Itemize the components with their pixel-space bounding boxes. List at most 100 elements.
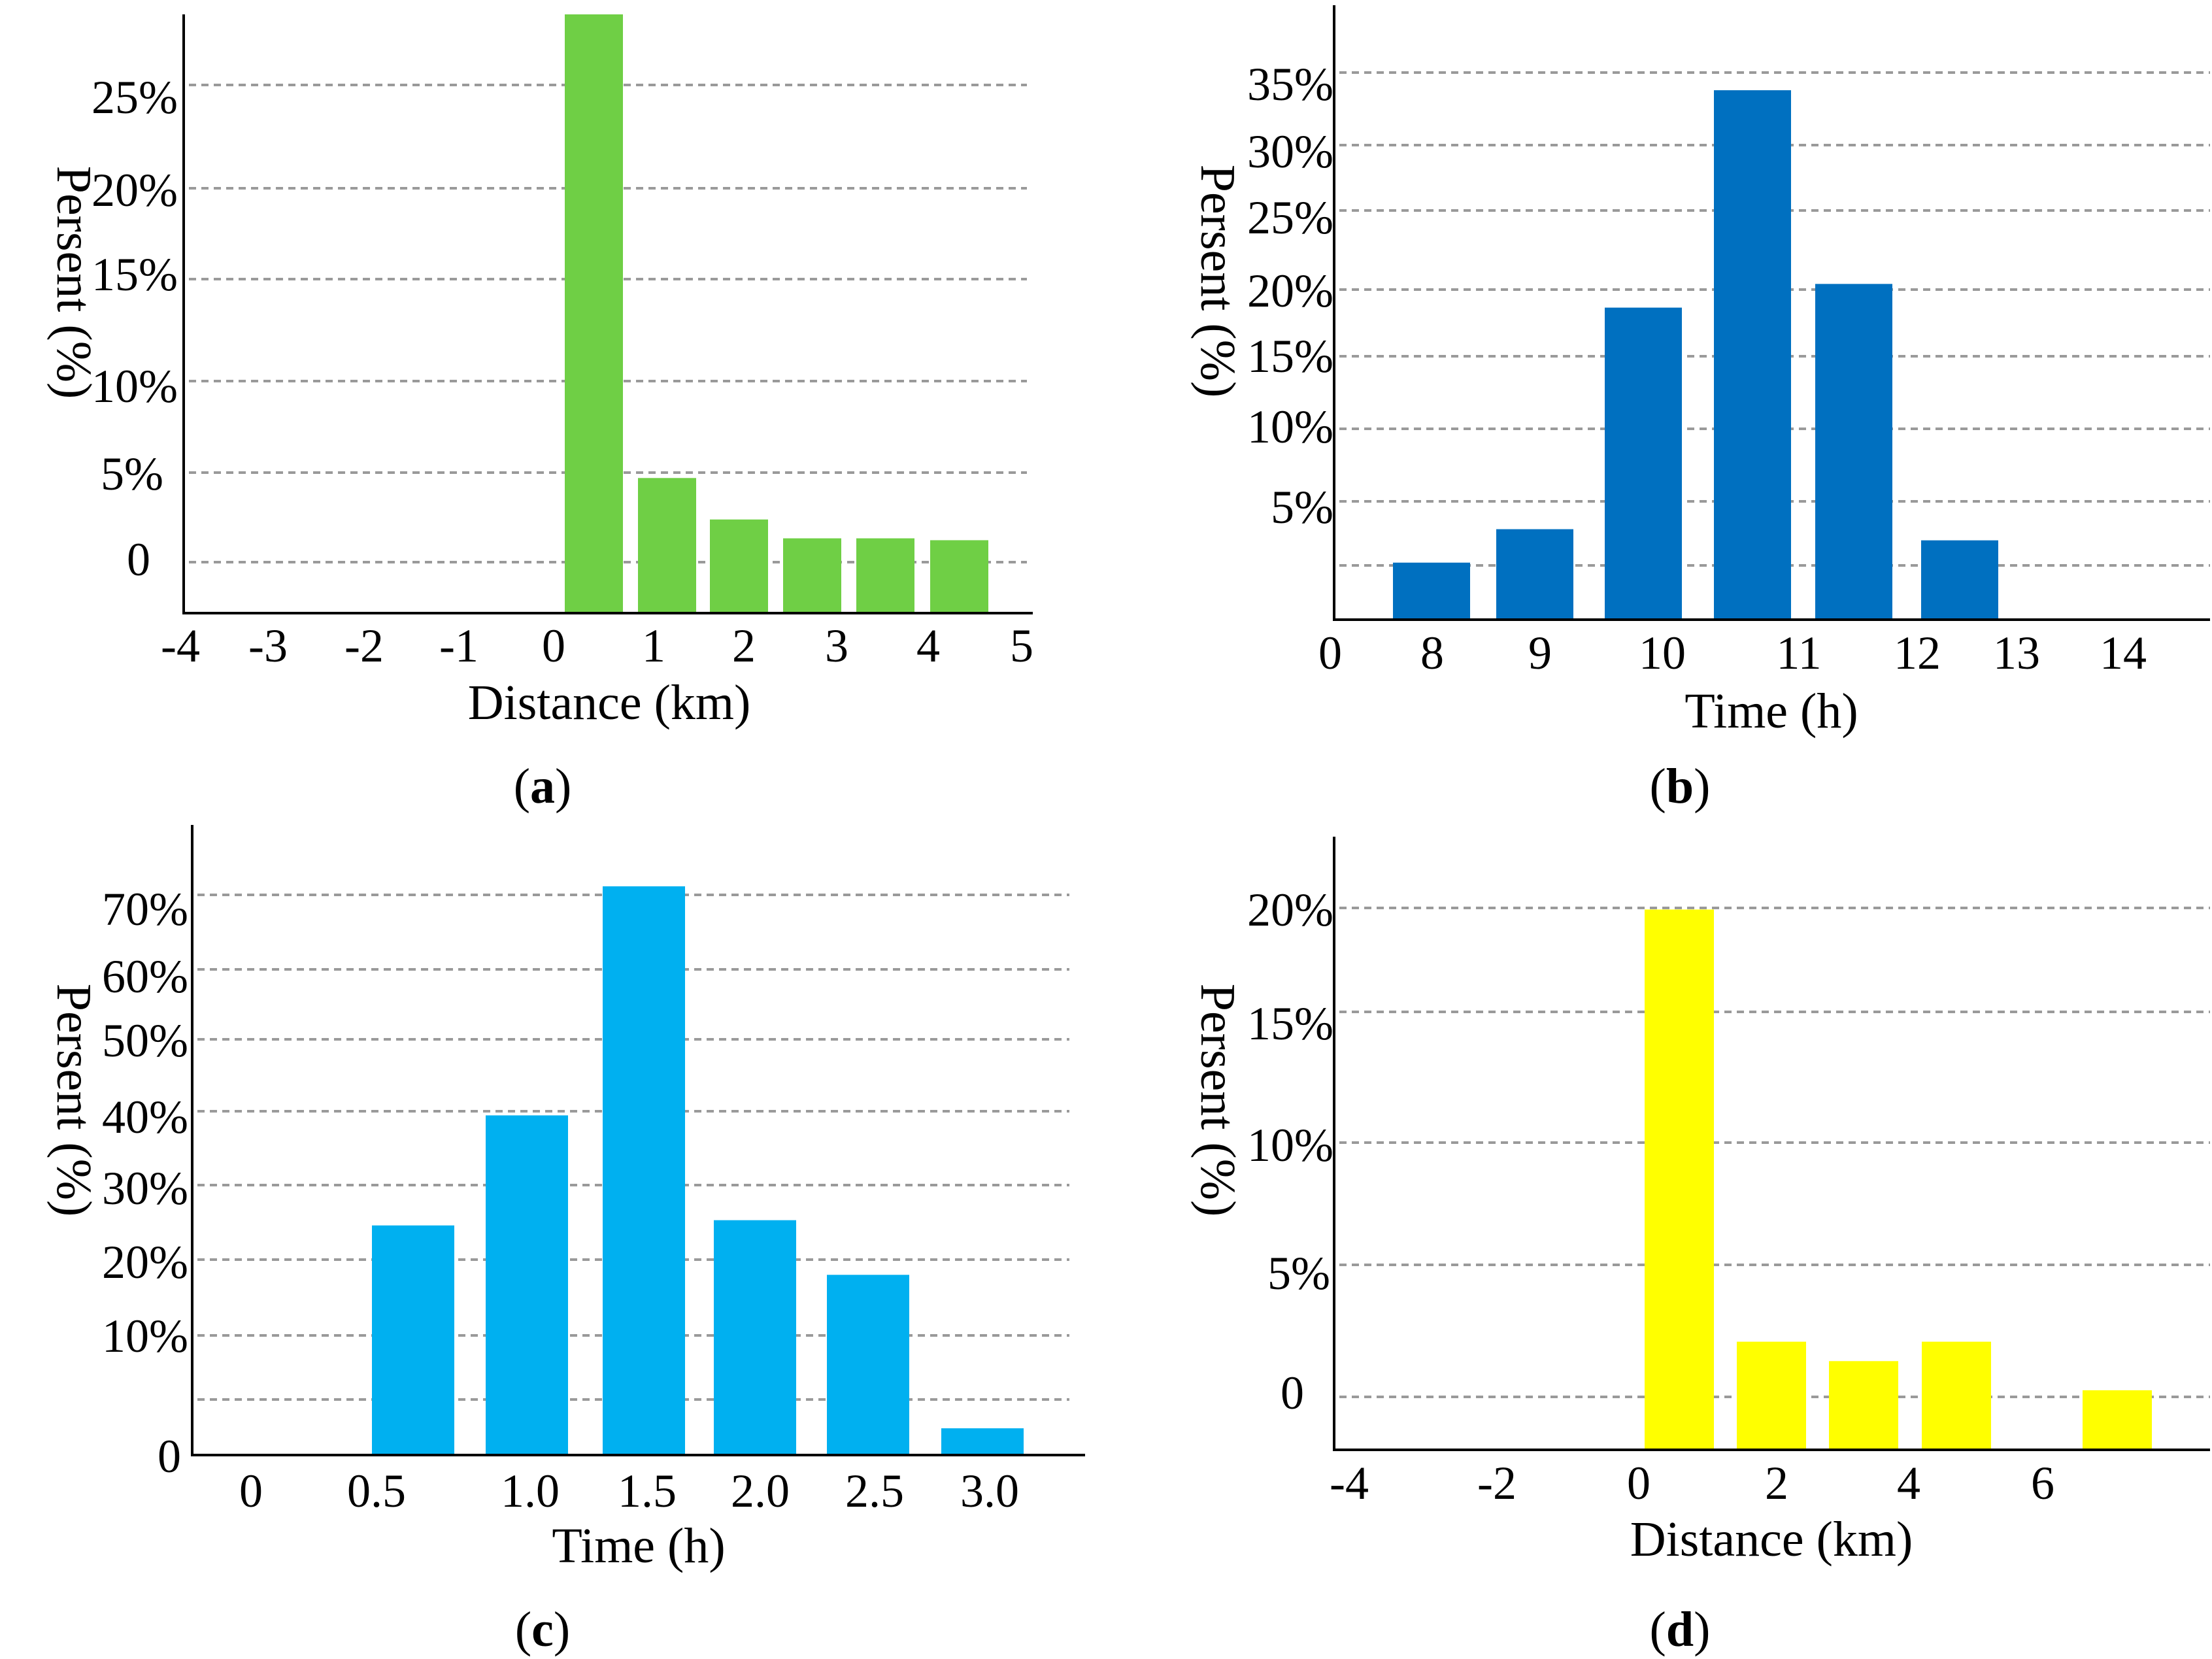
bar [941, 1428, 1024, 1454]
y-tick-label: 10% [1247, 401, 1333, 453]
x-tick-label: 3.0 [960, 1465, 1019, 1517]
panel-c: 70% 60% 50% 40% 30% 20% 10% 0 0 0.5 1.0 … [46, 825, 1085, 1657]
bar-series [1645, 909, 2152, 1449]
y-tick-label: 15% [92, 248, 178, 301]
bar [1737, 1341, 1806, 1449]
y-tick-label: 25% [1247, 192, 1333, 244]
y-axis-title: Persent (%) [46, 984, 101, 1217]
x-tick-label: 0 [239, 1465, 263, 1517]
x-tick-label: 4 [916, 620, 940, 672]
bar [372, 1225, 454, 1454]
y-axis-title: Persent (%) [46, 166, 101, 399]
x-tick-label: 2.5 [845, 1465, 904, 1517]
bar [1605, 307, 1682, 618]
panel-caption: (a) [514, 759, 572, 814]
bar [714, 1220, 796, 1454]
y-tick-label: 5% [1267, 1247, 1330, 1299]
bar [1714, 90, 1791, 619]
gridlines [1339, 907, 2210, 1398]
bar-series [372, 886, 1024, 1454]
bar [783, 538, 841, 612]
bar [930, 540, 988, 612]
y-tick-label: 20% [1247, 884, 1333, 936]
bar [710, 519, 768, 612]
y-tick-label: 20% [102, 1236, 188, 1288]
bar [827, 1275, 909, 1454]
x-tick-label: -4 [1330, 1457, 1369, 1509]
panel-b: 35% 30% 25% 20% 15% 10% 5% 0 8 9 10 11 1… [1190, 5, 2210, 814]
y-tick-label: 30% [102, 1162, 188, 1215]
bar-series [1393, 90, 1998, 619]
panel-caption: (c) [515, 1602, 570, 1657]
x-tick-label: 1.0 [501, 1465, 560, 1517]
bar [1496, 529, 1573, 618]
bar [1829, 1361, 1898, 1449]
bar [1921, 540, 1998, 618]
y-tick-label: 20% [92, 164, 178, 216]
x-tick-label: 0 [1627, 1457, 1651, 1509]
panel-caption: (d) [1650, 1602, 1711, 1657]
bar [856, 538, 914, 612]
y-tick-label: 60% [102, 950, 188, 1003]
x-tick-label: 13 [1993, 627, 2040, 679]
x-tick-label: 12 [1894, 627, 1941, 679]
y-tick-label: 15% [1247, 997, 1333, 1050]
x-axis-title: Time (h) [1684, 684, 1858, 739]
bar [486, 1115, 568, 1454]
bar [1393, 562, 1470, 618]
y-tick-label: 10% [102, 1310, 188, 1362]
x-axis-title: Time (h) [552, 1518, 725, 1573]
y-tick-label: 70% [102, 883, 188, 935]
x-tick-label: -1 [439, 620, 478, 672]
bar [603, 886, 685, 1454]
x-tick-label: -2 [344, 620, 384, 672]
x-axis-title: Distance (km) [468, 675, 751, 730]
bar [638, 478, 696, 612]
bar [1815, 284, 1892, 618]
y-tick-label: 0 [127, 533, 150, 586]
y-tick-label: 10% [92, 360, 178, 412]
x-tick-label: 8 [1420, 627, 1444, 679]
bar [1645, 909, 1714, 1449]
x-tick-label: 1.5 [618, 1465, 677, 1517]
y-tick-label: 5% [101, 448, 163, 500]
y-axis-title: Persent (%) [1190, 984, 1245, 1217]
x-tick-label: -4 [161, 620, 200, 672]
x-tick-label: 2 [1765, 1457, 1788, 1509]
y-tick-label: 5% [1271, 481, 1333, 533]
x-tick-label: 1 [642, 620, 665, 672]
x-tick-label: 6 [2031, 1457, 2054, 1509]
x-tick-label: 2 [732, 620, 756, 672]
x-tick-label: 11 [1776, 627, 1821, 679]
y-tick-label: 35% [1247, 58, 1333, 110]
y-tick-label: 25% [92, 71, 178, 124]
y-tick-label: 30% [1247, 126, 1333, 178]
x-tick-label: 14 [2100, 627, 2147, 679]
y-tick-label: 15% [1247, 330, 1333, 382]
x-tick-label: 0.5 [347, 1465, 406, 1517]
bar [2083, 1390, 2152, 1449]
x-tick-label: 4 [1897, 1457, 1920, 1509]
x-tick-label: 9 [1528, 627, 1552, 679]
x-tick-label: 3 [825, 620, 848, 672]
y-tick-label: 10% [1247, 1119, 1333, 1171]
y-tick-label: 40% [102, 1091, 188, 1143]
y-tick-label: 50% [102, 1014, 188, 1067]
x-tick-label: -3 [248, 620, 288, 672]
x-tick-label: 0 [1318, 627, 1342, 679]
x-tick-label: -2 [1477, 1457, 1517, 1509]
y-axis-title: Persent (%) [1190, 165, 1245, 398]
panel-a: 25% 20% 15% 10% 5% 0 -4 -3 -2 -1 0 1 2 3… [46, 14, 1033, 814]
x-axis-title: Distance (km) [1630, 1512, 1913, 1567]
panel-d: 20% 15% 10% 5% 0 -4 -2 0 2 4 6 Distance … [1190, 837, 2210, 1657]
bar [565, 14, 623, 612]
x-tick-label: 10 [1639, 627, 1686, 679]
panel-caption: (b) [1650, 759, 1711, 814]
y-tick-label: 20% [1247, 265, 1333, 317]
y-tick-label: 0 [1281, 1367, 1304, 1419]
y-tick-label: 0 [158, 1430, 181, 1483]
bar [1922, 1341, 1991, 1449]
x-tick-label: 2.0 [731, 1465, 790, 1517]
x-tick-label: 0 [542, 620, 565, 672]
